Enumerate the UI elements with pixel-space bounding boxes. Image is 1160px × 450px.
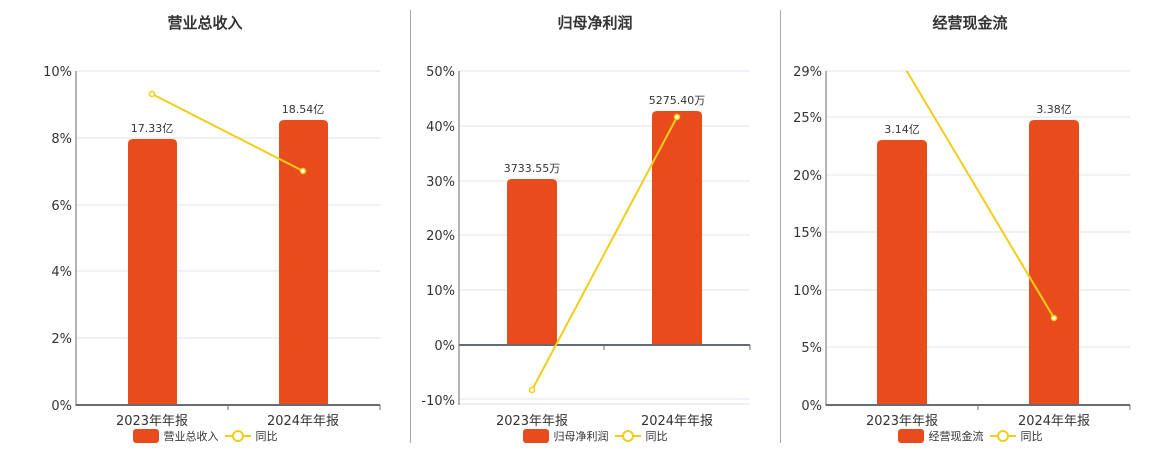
bars xyxy=(128,120,328,405)
svg-text:2023年年报: 2023年年报 xyxy=(866,414,938,429)
bar-data-labels: 17.33亿 18.54亿 xyxy=(131,103,325,135)
bar-swatch-icon xyxy=(132,429,159,443)
legend-item-bar[interactable]: 经营现金流 xyxy=(897,428,984,444)
svg-text:50%: 50% xyxy=(426,65,455,80)
bars xyxy=(507,111,702,345)
svg-text:5%: 5% xyxy=(801,341,822,356)
chart-panel-operating-cashflow: 经营现金流 29% 25% 20% 15% 10% 5% 0% 3.14亿 xyxy=(780,0,1160,450)
svg-text:10%: 10% xyxy=(426,284,455,299)
bar-swatch-icon xyxy=(522,429,549,443)
y-axis-ticks: 10% 8% 6% 4% 2% 0% xyxy=(43,65,72,414)
bar-2024 xyxy=(279,120,328,405)
chart-panel-revenue: 营业总收入 10% 8% 6% 4% 2% 0% 17.33亿 18.54亿 xyxy=(0,0,410,450)
line-marker-icon xyxy=(224,429,251,443)
svg-text:10%: 10% xyxy=(793,284,822,299)
y-axis-ticks: 50% 40% 30% 20% 10% 0% -10% xyxy=(421,65,455,409)
svg-text:3.14亿: 3.14亿 xyxy=(884,123,920,136)
gridlines xyxy=(459,70,750,405)
svg-text:25%: 25% xyxy=(793,111,822,126)
svg-text:18.54亿: 18.54亿 xyxy=(282,103,325,116)
svg-text:2%: 2% xyxy=(51,332,72,347)
svg-text:5275.40万: 5275.40万 xyxy=(649,94,706,107)
chart-title: 营业总收入 xyxy=(167,14,243,32)
bar-data-labels: 3.14亿 3.38亿 xyxy=(884,103,1072,136)
svg-text:40%: 40% xyxy=(426,120,455,135)
legend-item-line[interactable]: 同比 xyxy=(989,428,1043,444)
line-marker-icon xyxy=(989,429,1016,443)
yoy-line xyxy=(528,113,681,394)
svg-text:8%: 8% xyxy=(51,132,72,147)
legend: 营业总收入 同比 xyxy=(0,428,410,444)
x-axis-labels: 2023年年报 2024年年报 xyxy=(496,414,713,429)
line-marker-icon xyxy=(614,429,641,443)
bar-2023 xyxy=(507,179,557,345)
axes xyxy=(458,71,751,405)
svg-text:2023年年报: 2023年年报 xyxy=(116,414,188,429)
chart-net-profit: 50% 40% 30% 20% 10% 0% -10% 3733.55万 527… xyxy=(421,65,751,429)
legend: 归母净利润 同比 xyxy=(410,428,780,444)
legend-item-bar[interactable]: 归母净利润 xyxy=(522,428,609,444)
legend-item-line[interactable]: 同比 xyxy=(614,428,668,444)
svg-text:17.33亿: 17.33亿 xyxy=(131,122,174,135)
yoy-line xyxy=(148,90,307,175)
svg-text:6%: 6% xyxy=(51,199,72,214)
chart-revenue: 10% 8% 6% 4% 2% 0% 17.33亿 18.54亿 2023年年 xyxy=(43,65,381,429)
gridlines xyxy=(826,70,1130,348)
svg-text:3.38亿: 3.38亿 xyxy=(1036,103,1072,116)
legend: 经营现金流 同比 xyxy=(780,428,1160,444)
bar-data-labels: 3733.55万 5275.40万 xyxy=(504,94,706,175)
chart-panel-net-profit: 归母净利润 50% 40% 30% 20% 10% 0% -10% 3733.5… xyxy=(410,0,780,450)
yoy-line xyxy=(905,71,1058,322)
bar-2023 xyxy=(877,140,927,405)
bar-2023 xyxy=(128,139,177,405)
svg-text:15%: 15% xyxy=(793,226,822,241)
x-axis-labels: 2023年年报 2024年年报 xyxy=(116,414,339,429)
svg-text:0%: 0% xyxy=(51,399,72,414)
svg-text:2024年年报: 2024年年报 xyxy=(1018,414,1090,429)
legend-item-bar[interactable]: 营业总收入 xyxy=(132,428,219,444)
svg-text:30%: 30% xyxy=(426,175,455,190)
svg-text:0%: 0% xyxy=(801,399,822,414)
svg-text:2024年年报: 2024年年报 xyxy=(641,414,713,429)
svg-text:20%: 20% xyxy=(426,229,455,244)
bars xyxy=(877,120,1079,405)
chart-title: 归母净利润 xyxy=(557,14,633,32)
svg-text:2024年年报: 2024年年报 xyxy=(267,414,339,429)
svg-text:4%: 4% xyxy=(51,265,72,280)
y-axis-ticks: 29% 25% 20% 15% 10% 5% 0% xyxy=(793,65,822,414)
svg-text:3733.55万: 3733.55万 xyxy=(504,162,561,175)
axes xyxy=(825,71,1131,410)
svg-text:20%: 20% xyxy=(793,169,822,184)
svg-text:0%: 0% xyxy=(434,339,455,354)
svg-text:-10%: -10% xyxy=(421,394,455,409)
axes xyxy=(75,71,381,410)
svg-text:29%: 29% xyxy=(793,65,822,80)
bar-swatch-icon xyxy=(897,429,924,443)
svg-text:10%: 10% xyxy=(43,65,72,80)
legend-item-line[interactable]: 同比 xyxy=(224,428,278,444)
gridlines xyxy=(76,70,380,339)
bar-2024 xyxy=(1029,120,1079,405)
chart-title: 经营现金流 xyxy=(932,14,1008,32)
x-axis-labels: 2023年年报 2024年年报 xyxy=(866,414,1090,429)
panel-divider xyxy=(410,10,411,443)
svg-text:2023年年报: 2023年年报 xyxy=(496,414,568,429)
panel-divider xyxy=(780,10,781,443)
chart-operating-cashflow: 29% 25% 20% 15% 10% 5% 0% 3.14亿 3.38亿 20 xyxy=(793,65,1131,429)
bar-2024 xyxy=(652,111,702,345)
